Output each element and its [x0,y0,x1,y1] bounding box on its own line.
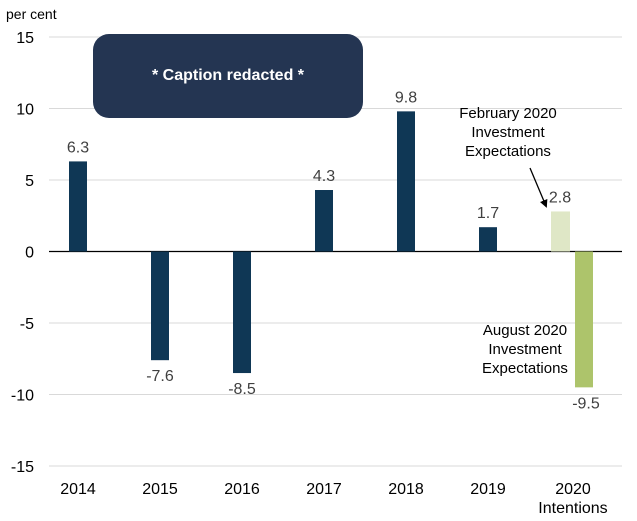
y-axis-unit-label: per cent [6,6,57,22]
data-label: 2.8 [549,189,571,206]
y-tick-label: 10 [16,102,34,119]
x-tick-label: 2019 [470,481,506,498]
annotations: February 2020 Investment Expectations Augus… [459,105,568,377]
bar [575,251,593,388]
bar [151,251,169,361]
x-axis: 2014 2015 2016 2017 2018 2019 2020 Intentions [60,481,607,517]
y-tick-label: -10 [11,388,34,405]
data-label: 6.3 [67,139,89,156]
bar [551,211,570,252]
data-label: 4.3 [313,168,335,185]
data-labels: 6.3 -7.6 -8.5 4.3 9.8 1.7 2.8 -9.5 [67,89,600,412]
data-label: 9.8 [395,89,417,106]
annotation-text-august: August 2020 [483,322,567,339]
caption-box: * Caption redacted * [93,34,363,118]
data-label: 1.7 [477,205,499,222]
data-label: -8.5 [228,381,256,398]
x-tick-label: 2020 [555,481,591,498]
bar [69,161,87,252]
x-tick-label: 2018 [388,481,424,498]
x-tick-label: 2016 [224,481,260,498]
annotation-text-august: Expectations [482,360,568,377]
bar [233,251,251,374]
caption-text: * Caption redacted * [151,67,305,84]
x-tick-label: Intentions [538,500,607,517]
annotation-text-february: Investment [471,124,545,141]
annotation-arrow [529,167,548,208]
y-tick-label: -5 [20,316,34,333]
y-axis: 15 10 5 0 -5 -10 -15 [11,30,34,476]
y-tick-label: 5 [25,173,34,190]
y-tick-label: 0 [25,245,34,262]
data-label: -7.6 [146,368,174,385]
y-tick-label: 15 [16,30,34,47]
bars [69,111,593,388]
data-label: -9.5 [572,395,600,412]
annotation-text-february: Expectations [465,143,551,160]
x-tick-label: 2015 [142,481,178,498]
x-tick-label: 2014 [60,481,96,498]
annotation-text-february: February 2020 [459,105,557,122]
y-tick-label: -15 [11,459,34,476]
x-tick-label: 2017 [306,481,342,498]
bar [315,190,333,252]
bar [479,227,497,252]
bar [397,111,415,252]
annotation-text-august: Investment [488,341,562,358]
